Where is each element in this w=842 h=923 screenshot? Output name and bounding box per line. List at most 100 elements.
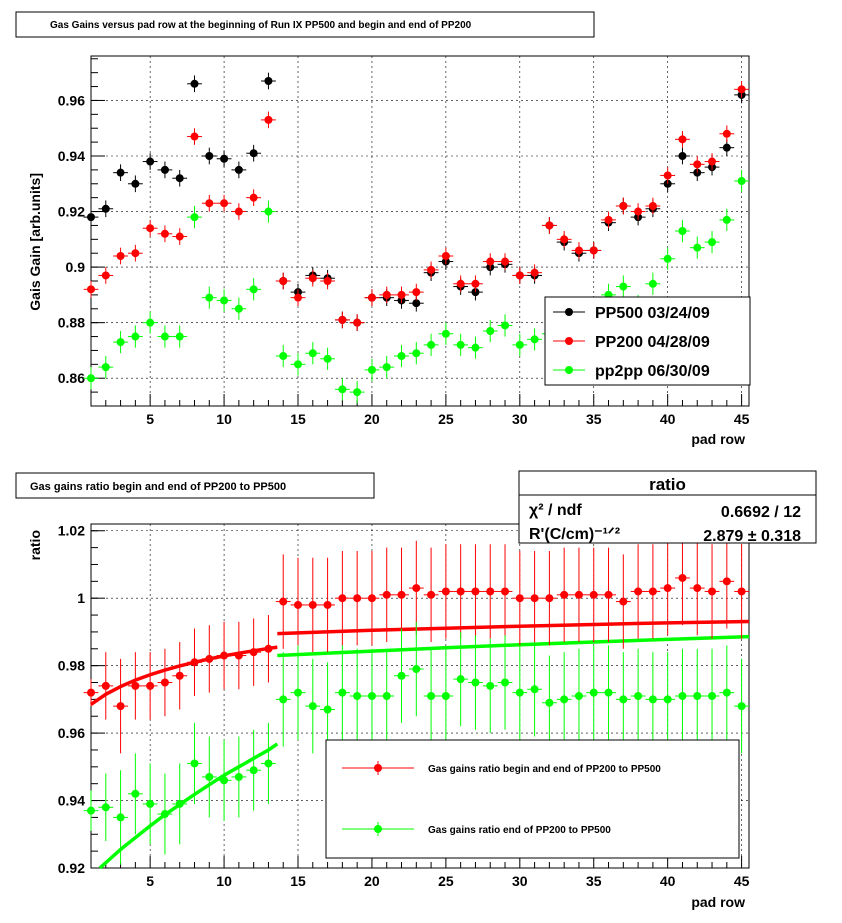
data-point bbox=[737, 702, 746, 711]
y-tick-label: 0.94 bbox=[58, 148, 85, 164]
data-point bbox=[501, 257, 510, 266]
legend-marker bbox=[374, 764, 382, 772]
data-point bbox=[87, 213, 95, 222]
x-tick-label: 45 bbox=[734, 411, 750, 427]
stats-title: ratio bbox=[649, 475, 686, 494]
x-tick-label: 5 bbox=[146, 411, 154, 427]
data-point bbox=[545, 221, 554, 230]
data-point bbox=[427, 590, 436, 599]
data-point bbox=[101, 803, 110, 812]
data-point bbox=[634, 587, 643, 596]
data-point bbox=[456, 675, 465, 684]
data-point bbox=[160, 810, 169, 819]
data-point bbox=[397, 290, 406, 299]
x-tick-label: 30 bbox=[512, 873, 528, 889]
y-tick-label: 0.9 bbox=[66, 259, 86, 275]
y-tick-label: 0.98 bbox=[58, 658, 85, 674]
data-point bbox=[264, 77, 273, 85]
data-point bbox=[574, 692, 583, 700]
data-point bbox=[308, 349, 317, 358]
data-point bbox=[101, 204, 110, 213]
x-tick-label: 45 bbox=[734, 873, 750, 889]
data-point bbox=[382, 590, 391, 599]
data-point bbox=[131, 249, 140, 258]
data-point bbox=[87, 806, 95, 815]
data-point bbox=[412, 299, 421, 308]
x-tick-label: 25 bbox=[438, 411, 454, 427]
legend-label: pp2pp 06/30/09 bbox=[595, 363, 710, 380]
data-point bbox=[412, 665, 421, 674]
data-point bbox=[530, 335, 539, 344]
data-point bbox=[175, 799, 184, 808]
data-point bbox=[634, 207, 643, 216]
data-point bbox=[589, 590, 598, 599]
data-point bbox=[175, 332, 184, 341]
data-point bbox=[515, 688, 524, 697]
data-point bbox=[397, 590, 406, 599]
data-point bbox=[338, 385, 347, 394]
data-point bbox=[205, 199, 214, 208]
data-point bbox=[471, 678, 480, 687]
data-point bbox=[678, 692, 687, 700]
data-point bbox=[220, 154, 229, 163]
chart-title-box bbox=[15, 11, 595, 38]
legend-label: PP200 04/28/09 bbox=[595, 334, 710, 351]
data-point bbox=[515, 340, 524, 349]
y-tick-label: 0.92 bbox=[58, 860, 85, 876]
data-point bbox=[175, 671, 184, 680]
data-point bbox=[279, 352, 288, 360]
legend-label: PP500 03/24/09 bbox=[595, 305, 710, 322]
data-point bbox=[663, 584, 672, 593]
x-tick-label: 15 bbox=[290, 411, 306, 427]
data-point bbox=[441, 252, 450, 260]
data-point bbox=[264, 644, 273, 653]
data-point bbox=[722, 577, 731, 586]
data-point bbox=[560, 590, 569, 599]
y-tick-label: 0.94 bbox=[58, 793, 85, 809]
data-point bbox=[604, 590, 613, 599]
data-point bbox=[708, 157, 717, 166]
y-axis-label: ratio bbox=[27, 530, 43, 560]
data-point bbox=[367, 365, 376, 374]
data-point bbox=[648, 279, 657, 288]
data-point bbox=[619, 282, 628, 291]
data-point bbox=[693, 243, 702, 252]
data-point bbox=[530, 268, 539, 277]
data-point bbox=[146, 681, 155, 690]
data-point bbox=[205, 654, 214, 663]
data-point bbox=[116, 702, 125, 711]
data-point bbox=[678, 152, 687, 160]
data-point bbox=[619, 695, 628, 704]
data-point bbox=[101, 681, 110, 690]
data-point bbox=[619, 202, 628, 210]
data-point bbox=[101, 271, 110, 280]
data-point bbox=[116, 813, 125, 822]
data-point bbox=[648, 587, 657, 596]
data-point bbox=[545, 698, 554, 707]
data-point bbox=[693, 692, 702, 700]
data-point bbox=[353, 318, 362, 327]
data-point bbox=[604, 688, 613, 697]
data-point bbox=[456, 587, 465, 596]
data-point bbox=[249, 648, 258, 657]
data-point bbox=[441, 692, 450, 700]
data-point bbox=[412, 584, 421, 593]
data-point bbox=[486, 327, 495, 335]
data-point bbox=[471, 343, 480, 352]
data-point bbox=[382, 290, 391, 299]
data-point bbox=[220, 296, 229, 305]
data-point bbox=[294, 688, 303, 697]
x-tick-label: 15 bbox=[290, 873, 306, 889]
data-point bbox=[249, 193, 258, 202]
data-point bbox=[131, 681, 140, 690]
x-axis-label: pad row bbox=[691, 894, 745, 910]
data-point bbox=[486, 587, 495, 596]
data-point bbox=[619, 597, 628, 606]
y-tick-label: 0.96 bbox=[58, 725, 85, 741]
data-point bbox=[175, 174, 184, 183]
data-point bbox=[205, 152, 214, 160]
x-tick-label: 10 bbox=[216, 411, 232, 427]
data-point bbox=[205, 293, 214, 302]
data-point bbox=[175, 232, 184, 241]
